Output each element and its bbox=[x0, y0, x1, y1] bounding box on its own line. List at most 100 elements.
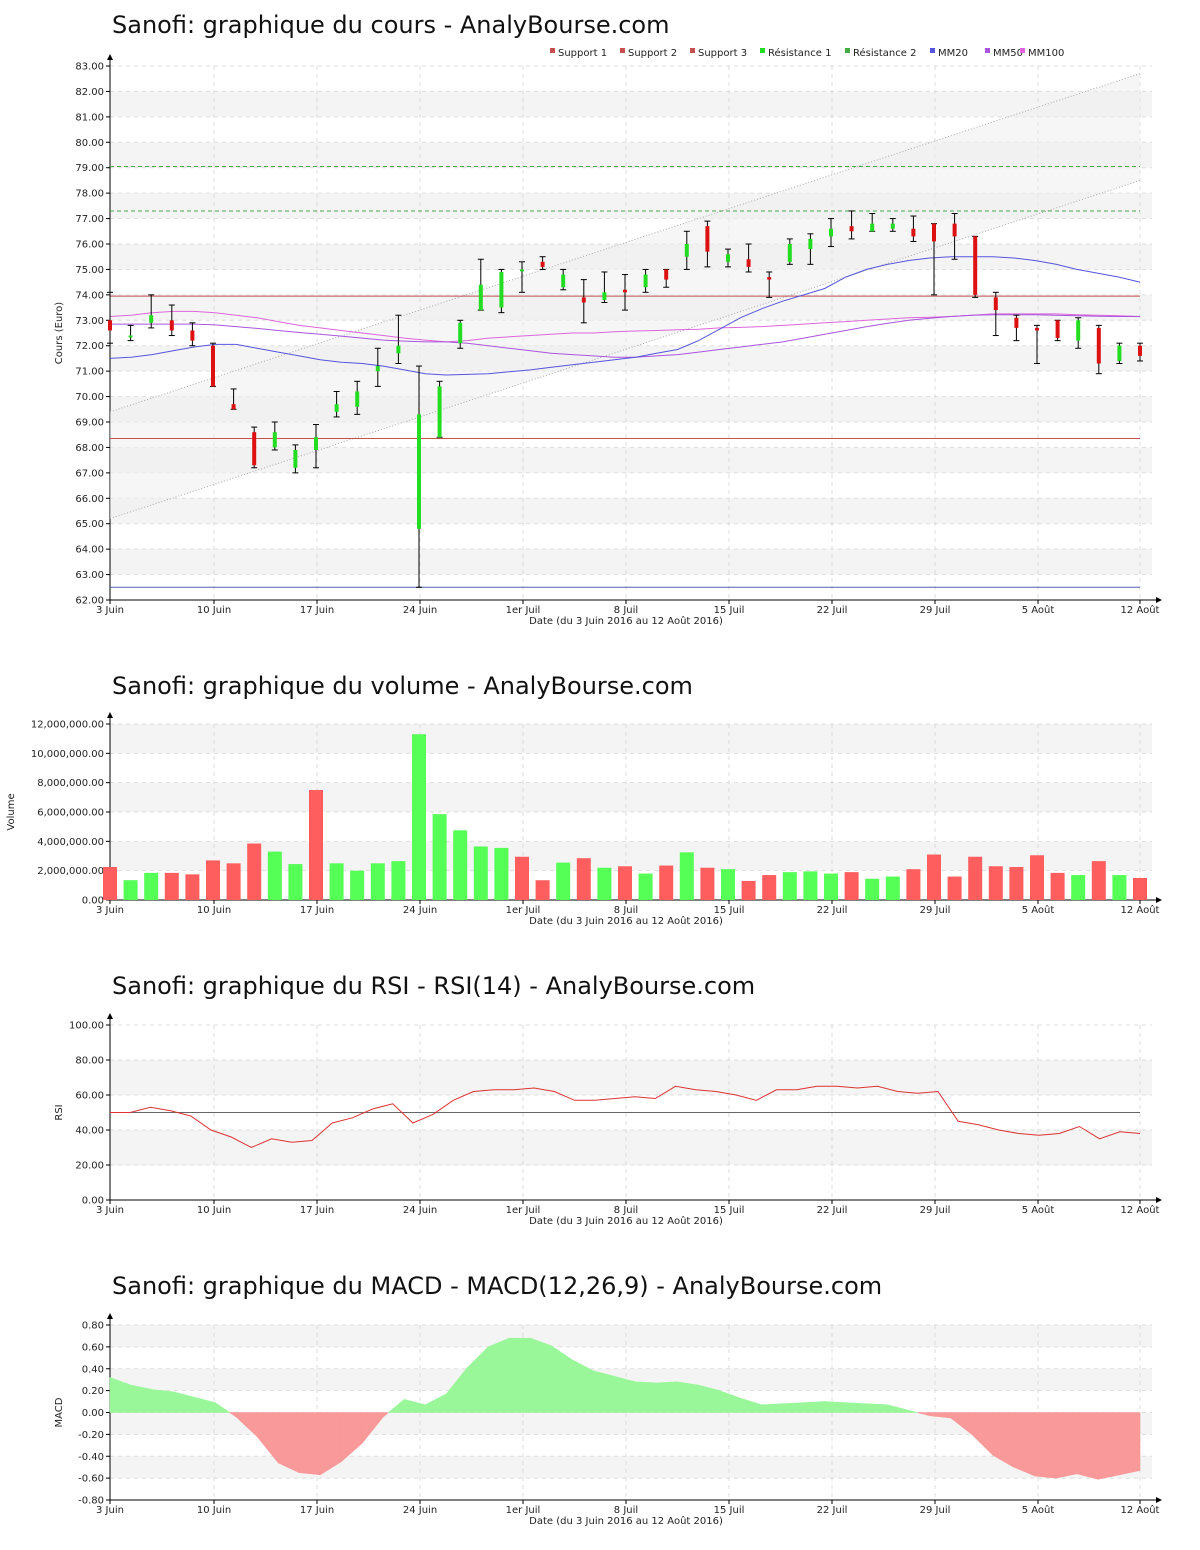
y-axis-label: MACD bbox=[54, 1397, 65, 1427]
y-axis-label: RSI bbox=[54, 1104, 65, 1120]
candle-body bbox=[952, 223, 957, 237]
candle-body bbox=[272, 432, 277, 448]
y-tick-label: 77.00 bbox=[75, 214, 104, 225]
y-axis-label: Volume bbox=[6, 793, 17, 830]
volume-bar bbox=[618, 866, 632, 900]
x-tick-label: 5 Août bbox=[1022, 904, 1055, 916]
candle-body bbox=[334, 404, 339, 412]
candle-body bbox=[849, 226, 854, 232]
volume-bar bbox=[1133, 878, 1147, 900]
macd-area bbox=[845, 1402, 868, 1413]
macd-area bbox=[256, 1412, 279, 1464]
candle-body bbox=[684, 244, 689, 257]
volume-bar bbox=[226, 863, 241, 900]
y-tick-label: 0.00 bbox=[82, 896, 104, 907]
x-tick-label: 12 Août bbox=[1121, 1204, 1160, 1216]
x-tick-label: 3 Juin bbox=[96, 1505, 124, 1516]
x-tick-label: 22 Juil bbox=[817, 905, 848, 916]
y-tick-label: 78.00 bbox=[75, 189, 104, 200]
y-tick-label: 72.00 bbox=[75, 341, 104, 352]
volume-bar bbox=[906, 869, 921, 900]
x-tick-label: 10 Juin bbox=[197, 905, 231, 916]
chart-title: Sanofi: graphique du volume - AnalyBours… bbox=[112, 672, 693, 700]
candle-body bbox=[375, 366, 380, 372]
candle-body bbox=[561, 274, 566, 288]
y-tick-label: 0.20 bbox=[82, 1386, 104, 1397]
x-axis-arrow bbox=[1156, 1197, 1162, 1203]
candle-body bbox=[396, 345, 401, 354]
macd-area bbox=[1055, 1412, 1078, 1479]
candle-body bbox=[478, 284, 483, 311]
volume-bar bbox=[164, 872, 179, 900]
legend-swatch bbox=[985, 48, 990, 53]
macd-area bbox=[740, 1397, 762, 1413]
volume-bar bbox=[370, 863, 385, 900]
volume-bar bbox=[103, 867, 117, 900]
volume-bar bbox=[288, 864, 303, 900]
grid-band bbox=[110, 1130, 1152, 1165]
legend-label: Résistance 1 bbox=[768, 47, 831, 59]
grid-band bbox=[110, 782, 1152, 812]
y-axis-arrow bbox=[107, 54, 113, 60]
x-tick-label: 29 Juil bbox=[920, 605, 951, 616]
volume-bar bbox=[968, 856, 983, 900]
x-tick-label: 22 Juil bbox=[817, 605, 848, 616]
macd-area bbox=[908, 1409, 918, 1413]
candle-body bbox=[540, 261, 545, 267]
x-tick-label: 15 Juil bbox=[714, 1205, 745, 1216]
y-axis-arrow bbox=[107, 1013, 113, 1019]
channel-lower-line bbox=[109, 179, 1141, 520]
macd-area bbox=[971, 1412, 994, 1456]
y-axis-arrow bbox=[107, 712, 113, 718]
grid-band bbox=[110, 1456, 1152, 1479]
x-tick-label: 8 Juil bbox=[614, 1505, 638, 1516]
volume-bar bbox=[782, 872, 797, 900]
y-tick-label: 12,000,000.00 bbox=[31, 720, 104, 731]
grid-band bbox=[110, 841, 1152, 871]
chart-title: Sanofi: graphique du MACD - MACD(12,26,9… bbox=[112, 1272, 882, 1300]
x-tick-label: 8 Juil bbox=[614, 905, 638, 916]
y-tick-label: 64.00 bbox=[75, 545, 104, 556]
candle-body bbox=[499, 271, 504, 308]
volume-bar bbox=[885, 876, 900, 900]
grid-band bbox=[110, 1060, 1152, 1095]
volume-bar bbox=[123, 880, 138, 900]
macd-area bbox=[1034, 1412, 1057, 1479]
volume-bar bbox=[947, 876, 962, 900]
grid-band bbox=[110, 724, 1152, 754]
macd-area bbox=[1097, 1412, 1120, 1480]
y-tick-label: 80.00 bbox=[75, 1056, 104, 1067]
candle-body bbox=[458, 322, 463, 344]
y-tick-label: 76.00 bbox=[75, 240, 104, 251]
volume-bar bbox=[1091, 861, 1106, 900]
candle-body bbox=[602, 292, 607, 300]
candle-body bbox=[746, 259, 751, 267]
candle-body bbox=[808, 238, 813, 250]
candle-body bbox=[664, 269, 669, 280]
macd-area bbox=[1013, 1412, 1036, 1477]
legend-swatch bbox=[690, 48, 695, 53]
legend-swatch bbox=[760, 48, 765, 53]
macd-area bbox=[467, 1346, 489, 1413]
macd-area bbox=[1076, 1412, 1099, 1480]
candle-body bbox=[932, 223, 936, 242]
legend-swatch bbox=[550, 48, 555, 53]
rsi-line bbox=[110, 1085, 1141, 1149]
macd-area bbox=[782, 1402, 804, 1413]
y-tick-label: 81.00 bbox=[75, 112, 104, 123]
macd-area bbox=[803, 1401, 825, 1413]
volume-bar bbox=[741, 880, 756, 900]
y-tick-label: -0.60 bbox=[78, 1474, 104, 1485]
macd-area bbox=[635, 1381, 657, 1413]
x-tick-label: 15 Juil bbox=[714, 905, 745, 916]
candle-body bbox=[108, 320, 112, 331]
x-axis-label: Date (du 3 Juin 2016 au 12 Août 2016) bbox=[529, 615, 723, 627]
volume-bar bbox=[329, 863, 344, 900]
x-tick-label: 5 Août bbox=[1022, 1504, 1055, 1516]
macd-area bbox=[382, 1412, 390, 1418]
legend-label: Résistance 2 bbox=[853, 47, 916, 59]
volume-bar bbox=[1030, 855, 1044, 900]
y-tick-label: 6,000,000.00 bbox=[37, 808, 104, 819]
grid-band bbox=[110, 549, 1152, 575]
volume-bar bbox=[659, 865, 674, 900]
